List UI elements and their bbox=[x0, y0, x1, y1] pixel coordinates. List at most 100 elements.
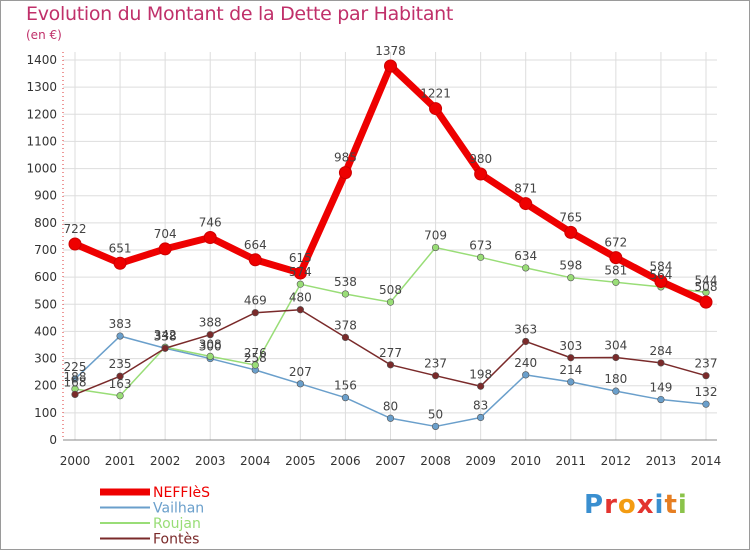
data-label: 388 bbox=[199, 316, 222, 330]
data-label: 180 bbox=[604, 372, 627, 386]
data-point bbox=[702, 400, 710, 408]
data-label: 237 bbox=[424, 357, 447, 371]
data-point bbox=[71, 390, 79, 399]
chart-subtitle: (en €) bbox=[26, 28, 62, 42]
logo-letter: o bbox=[617, 490, 637, 520]
y-tick-label: 600 bbox=[34, 270, 57, 284]
data-label: 149 bbox=[649, 381, 672, 395]
data-label: 574 bbox=[289, 265, 312, 279]
y-tick-label: 1300 bbox=[26, 80, 57, 94]
data-point bbox=[429, 102, 443, 116]
data-label: 198 bbox=[469, 367, 492, 381]
data-label: 284 bbox=[649, 344, 672, 358]
data-label: 80 bbox=[383, 399, 398, 413]
data-point bbox=[116, 392, 124, 400]
x-tick-label: 2001 bbox=[105, 454, 136, 468]
data-point bbox=[161, 344, 169, 352]
x-tick-label: 2000 bbox=[60, 454, 91, 468]
y-tick-label: 700 bbox=[34, 243, 57, 257]
data-point bbox=[113, 256, 127, 270]
data-label: 132 bbox=[695, 385, 718, 399]
logo-letter: r bbox=[604, 490, 618, 520]
data-point bbox=[116, 372, 124, 380]
data-point bbox=[431, 372, 440, 380]
data-label: 188 bbox=[64, 370, 87, 384]
x-tick-label: 2013 bbox=[646, 454, 677, 468]
data-label: 634 bbox=[514, 249, 537, 263]
x-tick-label: 2005 bbox=[285, 454, 316, 468]
data-point bbox=[251, 309, 259, 317]
data-point bbox=[203, 231, 217, 245]
data-point bbox=[116, 332, 124, 340]
x-tick-label: 2004 bbox=[240, 454, 271, 468]
data-point bbox=[474, 167, 488, 181]
data-label: 342 bbox=[154, 328, 177, 342]
data-label: 304 bbox=[604, 338, 627, 352]
data-point bbox=[248, 253, 262, 267]
x-tick-label: 2003 bbox=[195, 454, 226, 468]
data-point bbox=[338, 166, 352, 180]
data-label: 508 bbox=[379, 283, 402, 297]
data-point bbox=[386, 298, 395, 306]
data-label: 480 bbox=[289, 291, 312, 305]
data-point bbox=[341, 333, 350, 342]
data-point bbox=[71, 375, 79, 383]
data-label: 1221 bbox=[420, 87, 451, 101]
data-point bbox=[522, 337, 530, 346]
x-tick-label: 2007 bbox=[375, 454, 406, 468]
data-point bbox=[522, 371, 530, 379]
x-tick-label: 2009 bbox=[465, 454, 496, 468]
data-label: 168 bbox=[64, 375, 87, 389]
data-label: 338 bbox=[154, 329, 177, 343]
x-tick-label: 2012 bbox=[601, 454, 632, 468]
data-point bbox=[296, 306, 304, 314]
x-tick-label: 2014 bbox=[691, 454, 722, 468]
data-label: 83 bbox=[473, 398, 488, 412]
logo-letter: t bbox=[664, 490, 678, 520]
proxiti-logo: Proxiti bbox=[584, 490, 688, 520]
data-label: 508 bbox=[695, 280, 718, 294]
y-tick-label: 1100 bbox=[26, 134, 57, 148]
data-label: 383 bbox=[109, 317, 132, 331]
logo-letter: i bbox=[677, 490, 688, 520]
data-label: 308 bbox=[199, 337, 222, 351]
x-tick-label: 2006 bbox=[330, 454, 361, 468]
data-label: 564 bbox=[649, 268, 672, 282]
data-point bbox=[699, 295, 713, 309]
y-tick-label: 1000 bbox=[26, 162, 57, 176]
data-label: 258 bbox=[244, 351, 267, 365]
y-tick-label: 900 bbox=[34, 189, 57, 203]
x-tick-label: 2008 bbox=[420, 454, 451, 468]
data-label: 985 bbox=[334, 151, 357, 165]
data-point bbox=[609, 251, 623, 265]
data-label: 163 bbox=[109, 377, 132, 391]
data-point bbox=[519, 197, 533, 211]
data-point bbox=[477, 382, 485, 390]
data-point bbox=[158, 242, 172, 256]
x-tick-label: 2002 bbox=[150, 454, 181, 468]
data-label: 276 bbox=[244, 346, 267, 360]
data-label: 615 bbox=[289, 251, 312, 265]
data-label: 871 bbox=[514, 182, 537, 196]
data-label: 300 bbox=[199, 340, 222, 354]
data-label: 651 bbox=[109, 241, 132, 255]
data-label: 980 bbox=[469, 152, 492, 166]
data-label: 722 bbox=[64, 222, 87, 236]
data-point bbox=[251, 361, 259, 369]
data-point bbox=[567, 274, 575, 282]
data-point bbox=[654, 274, 668, 288]
data-label: 746 bbox=[199, 216, 222, 230]
y-tick-label: 300 bbox=[34, 352, 57, 366]
y-tick-label: 1400 bbox=[26, 53, 57, 67]
legend-label: Fontès bbox=[153, 532, 199, 548]
data-label: 303 bbox=[559, 339, 582, 353]
logo-letter: P bbox=[584, 490, 605, 520]
data-label: 598 bbox=[559, 259, 582, 273]
y-tick-label: 0 bbox=[49, 433, 57, 447]
data-point bbox=[341, 394, 350, 402]
data-label: 277 bbox=[379, 346, 402, 360]
data-label: 584 bbox=[649, 259, 672, 273]
data-point bbox=[522, 264, 530, 272]
data-point bbox=[657, 395, 665, 404]
